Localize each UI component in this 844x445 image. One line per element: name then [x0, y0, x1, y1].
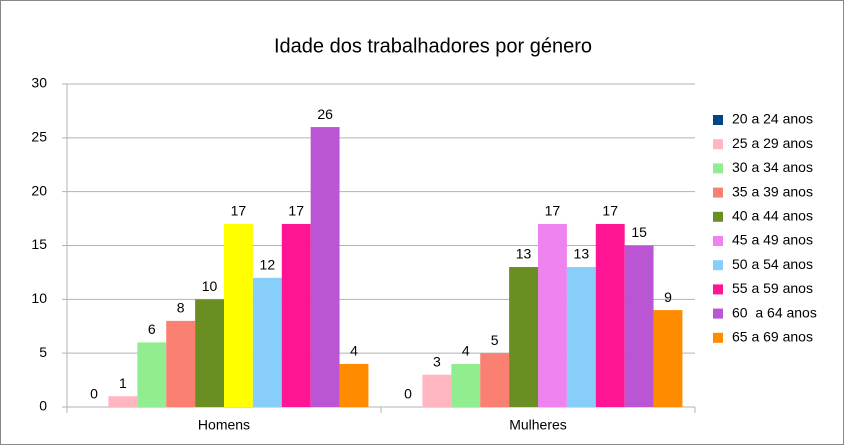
bar [509, 267, 538, 407]
value-label: 5 [491, 332, 499, 348]
y-tick-label: 5 [39, 344, 47, 360]
legend-label: 60 a 64 anos [732, 304, 817, 320]
legend-label: 30 a 34 anos [732, 159, 813, 175]
legend-label: 40 a 44 anos [732, 208, 813, 224]
legend-swatch [713, 308, 723, 319]
value-label: 17 [288, 203, 304, 219]
value-label: 3 [433, 353, 441, 369]
value-label: 10 [202, 278, 218, 294]
y-tick-label: 25 [31, 129, 47, 145]
y-tick-label: 20 [31, 182, 47, 198]
value-label: 17 [231, 203, 247, 219]
value-label: 6 [148, 321, 156, 337]
legend-label: 65 a 69 anos [732, 329, 813, 345]
value-label: 15 [631, 224, 647, 240]
value-label: 13 [516, 246, 532, 262]
legend-swatch [713, 163, 723, 174]
bar [339, 363, 369, 407]
bar [252, 277, 282, 407]
y-tick-label: 0 [39, 398, 47, 414]
value-label: 12 [260, 257, 276, 273]
value-label: 0 [90, 386, 98, 402]
y-tick-label: 10 [31, 290, 47, 306]
value-label: 13 [574, 246, 590, 262]
bar [195, 299, 224, 407]
value-label: 17 [602, 203, 618, 219]
bar [422, 374, 452, 407]
y-tick-label: 30 [31, 75, 47, 91]
legend-label: 25 a 29 anos [732, 135, 813, 151]
legend-swatch [713, 139, 723, 150]
value-label: 9 [664, 289, 672, 305]
bar [595, 223, 625, 407]
legend-swatch [713, 187, 723, 198]
bar [224, 223, 253, 407]
legend-swatch [713, 211, 723, 222]
legend-label: 20 a 24 anos [732, 111, 813, 127]
legend-label: 55 a 59 anos [732, 280, 813, 296]
value-label: 1 [119, 375, 127, 391]
bar [108, 396, 138, 407]
legend-swatch [713, 332, 723, 343]
bar [538, 223, 567, 407]
bar [566, 267, 596, 407]
bar [653, 310, 683, 407]
bar [166, 320, 196, 407]
legend-label: 45 a 49 anos [732, 232, 813, 248]
value-label: 0 [404, 386, 412, 402]
legend-label: 50 a 54 anos [732, 256, 813, 272]
legend-swatch [713, 236, 723, 246]
bar [281, 223, 311, 407]
bar [451, 363, 481, 407]
legend-swatch [713, 284, 723, 295]
value-label: 8 [177, 300, 185, 316]
value-label: 4 [462, 343, 470, 359]
y-tick-label: 15 [31, 236, 47, 252]
x-tick-label: Mulheres [509, 417, 567, 433]
legend-swatch [713, 260, 723, 271]
x-tick-label: Homens [198, 417, 250, 433]
value-label: 17 [545, 203, 561, 219]
chart-title: Idade dos trabalhadores por género [274, 35, 592, 57]
bar [624, 245, 654, 407]
legend-label: 35 a 39 anos [732, 183, 813, 199]
value-label: 4 [350, 343, 358, 359]
bar [310, 127, 340, 408]
value-label: 26 [317, 106, 333, 122]
bar [137, 342, 167, 407]
legend-swatch [713, 115, 723, 125]
bar [480, 353, 510, 407]
